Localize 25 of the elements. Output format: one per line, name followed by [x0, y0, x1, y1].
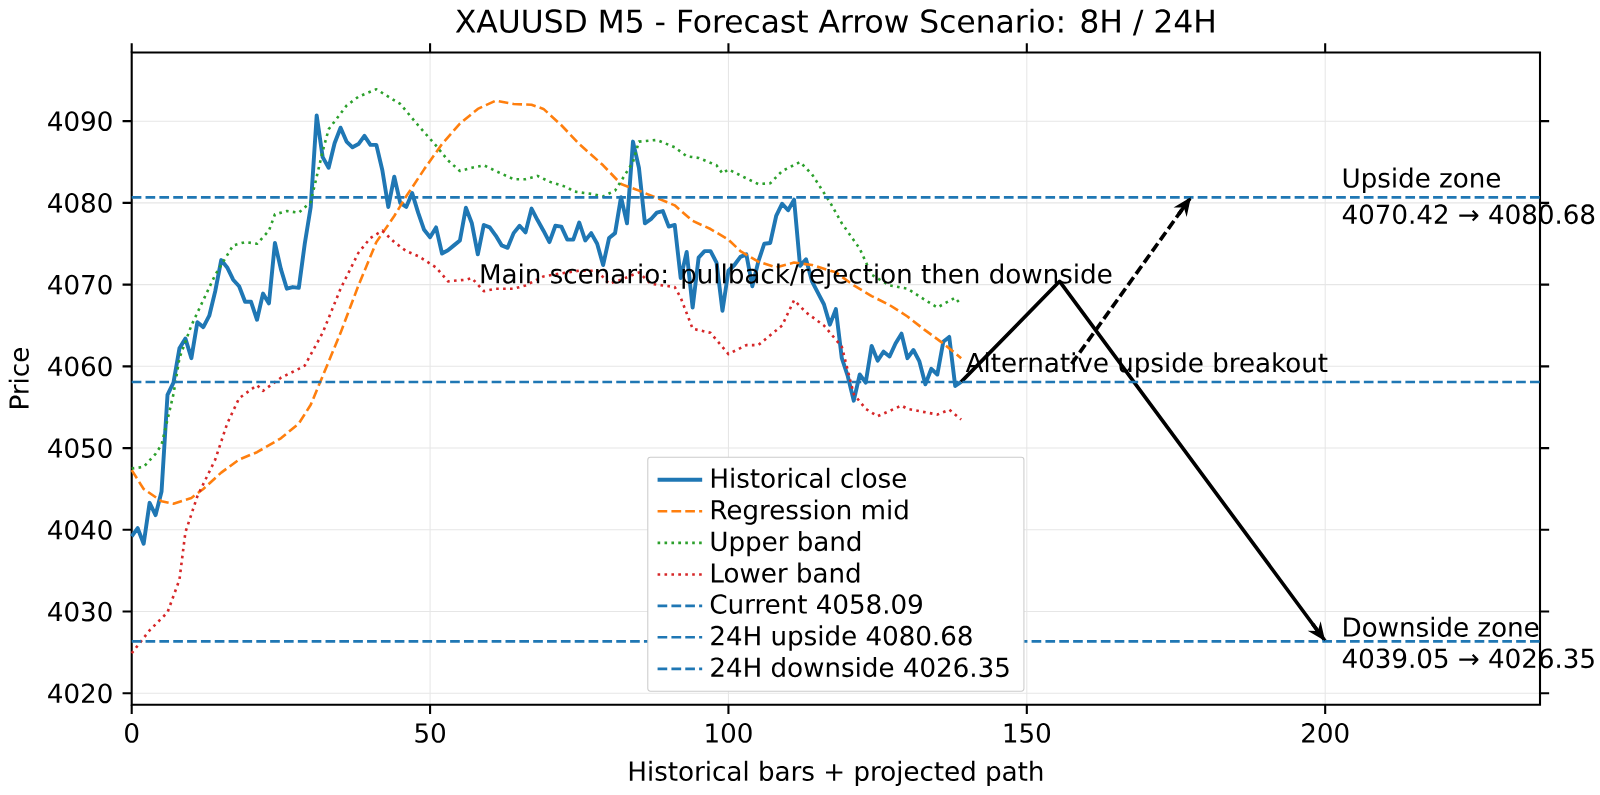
legend-label: 24H upside 4080.68 — [711, 625, 972, 651]
x-tick-label: 50 — [415, 723, 445, 743]
y-tick-label: 4050 — [48, 438, 112, 459]
y-tick-label: 4040 — [48, 520, 112, 540]
y-tick-label: 4030 — [48, 601, 112, 622]
chart-title: XAUUSD M5 - Forecast Arrow Scenario: 8H / 24H — [455, 8, 1214, 36]
x-tick-label: 100 — [706, 723, 752, 743]
x-tick-label: 0 — [125, 723, 139, 743]
x-tick-label: 200 — [1302, 723, 1349, 743]
legend-label: Lower band — [711, 562, 860, 583]
y-tick-label: 4060 — [48, 356, 112, 377]
y-tick-label: 4090 — [48, 111, 112, 132]
legend-label: Regression mid — [711, 499, 908, 525]
y-tick-label: 4070 — [48, 274, 112, 295]
annotation: Upside zone — [1343, 167, 1501, 194]
y-tick-label: 4080 — [48, 193, 112, 213]
y-axis-title: Price — [8, 348, 29, 408]
x-axis-title: Historical bars + projected path — [629, 760, 1043, 787]
legend-label: 24H downside 4026.35 — [711, 657, 1009, 678]
legend-label: Current 4058.09 — [710, 594, 922, 615]
y-tick-label: 4020 — [48, 683, 112, 704]
legend-label: Historical close — [711, 467, 906, 489]
legend-label: Upper band — [711, 531, 861, 557]
x-tick-label: 150 — [1004, 723, 1051, 743]
annotation: Downside zone — [1344, 616, 1539, 638]
